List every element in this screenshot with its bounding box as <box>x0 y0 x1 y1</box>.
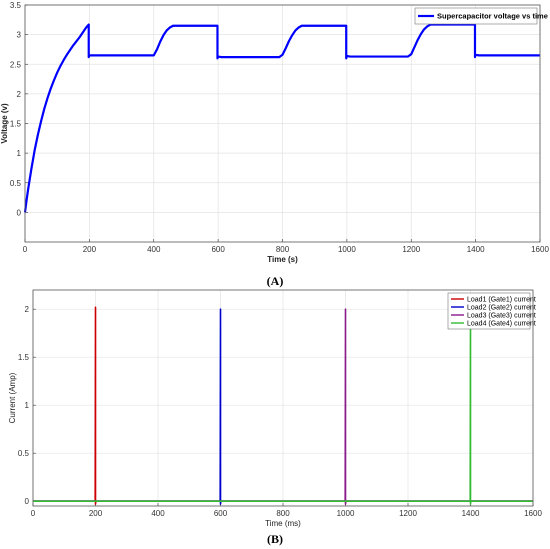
x-tick-label: 1200 <box>399 509 417 518</box>
x-tick-label: 800 <box>276 509 290 518</box>
y-tick-label: 2.5 <box>10 60 22 69</box>
y-tick-label: 1.5 <box>18 353 30 362</box>
legend-label: Load4 (Gate4) current <box>467 321 536 328</box>
y-tick-label: 3 <box>17 31 22 40</box>
x-tick-label: 800 <box>276 245 290 254</box>
x-tick-label: 1400 <box>467 245 485 254</box>
y-tick-label: 0 <box>25 497 30 506</box>
y-tick-label: 1 <box>17 149 22 158</box>
x-tick-label: 1600 <box>531 245 549 254</box>
x-tick-label: 0 <box>31 509 36 518</box>
x-tick-label: 1000 <box>337 509 355 518</box>
x-tick-label: 1400 <box>462 509 480 518</box>
legend-box <box>414 7 538 25</box>
x-tick-label: 200 <box>89 509 103 518</box>
panel-a-chart: 0 200 400 600 800 1000 1200 1400 1600 0 0.5 1 1.5 2 2.… <box>0 1 549 264</box>
x-tick-label: 600 <box>211 245 225 254</box>
x-tick-label: 1600 <box>524 509 542 518</box>
plot-frame <box>24 4 541 243</box>
x-tick-label: 400 <box>147 245 161 254</box>
legend-label: Load3 (Gate3) current <box>467 313 536 320</box>
x-tick-label: 1000 <box>338 245 356 254</box>
y-tick-label: 3.5 <box>10 1 22 10</box>
series-line <box>23 23 540 213</box>
y-tick-label: 0.5 <box>18 449 30 458</box>
x-axis-label: Time (s) <box>267 255 298 264</box>
y-tick-label: 2 <box>17 90 22 99</box>
legend-label: Supercapacitor voltage vs time <box>437 12 548 21</box>
caption-a: (A) <box>267 274 284 288</box>
caption-b: (B) <box>267 532 283 546</box>
x-tick-label: 0 <box>23 245 28 254</box>
series-line <box>33 306 533 505</box>
y-tick-label: 0 <box>17 208 22 217</box>
x-tick-label: 200 <box>83 245 97 254</box>
legend-label: Load2 (Gate2) current <box>467 305 536 312</box>
y-axis-label: Current (Amp) <box>8 372 17 423</box>
y-tick-label: 2 <box>25 305 30 314</box>
x-tick-label: 600 <box>214 509 228 518</box>
panel-b-chart: 0 200 400 600 800 1000 1200 1400 1600 0 0.5 1 1.5 2 Ti… <box>8 289 542 528</box>
x-tick-label: 1200 <box>402 245 420 254</box>
plot-frame <box>32 289 534 507</box>
y-tick-label: 1.5 <box>10 120 22 129</box>
x-axis-label: Time (ms) <box>265 519 301 528</box>
y-axis-label: Voltage (v) <box>0 103 9 144</box>
y-tick-label: 0.5 <box>10 179 22 188</box>
y-tick-label: 1 <box>25 401 30 410</box>
x-tick-label: 400 <box>151 509 165 518</box>
legend-label: Load1 (Gate1) current <box>467 297 536 304</box>
